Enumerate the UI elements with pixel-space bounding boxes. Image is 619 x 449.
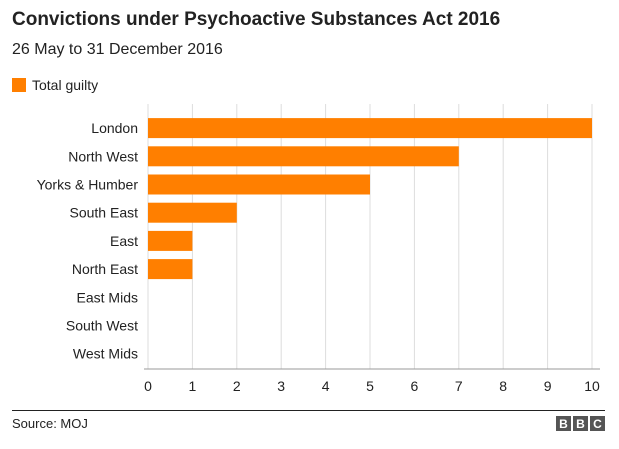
category-label: Yorks & Humber <box>37 177 139 193</box>
category-label: West Mids <box>73 346 138 362</box>
x-tick-label: 3 <box>277 378 285 394</box>
category-label: East <box>110 233 138 249</box>
x-tick-label: 6 <box>411 378 419 394</box>
bar <box>148 230 193 251</box>
bar <box>148 202 237 223</box>
bar <box>148 146 459 167</box>
x-tick-label: 10 <box>584 378 600 394</box>
grid-lines <box>147 104 593 369</box>
bbc-logo-letter: C <box>590 416 605 431</box>
bbc-logo-letter: B <box>573 416 588 431</box>
x-tick-label: 7 <box>455 378 463 394</box>
legend-label: Total guilty <box>32 77 99 93</box>
category-label: South East <box>70 205 139 221</box>
x-tick-label: 2 <box>233 378 241 394</box>
x-tick-label: 4 <box>322 378 330 394</box>
legend: Total guilty <box>12 77 98 93</box>
bars <box>148 118 592 280</box>
category-label: North East <box>72 261 138 277</box>
x-tick-labels: 0 1 2 3 4 5 6 7 8 9 10 <box>144 378 600 394</box>
category-label: East Mids <box>77 289 138 305</box>
bbc-logo: B B C <box>556 416 605 431</box>
bar <box>148 259 193 280</box>
chart-subtitle: 26 May to 31 December 2016 <box>12 41 223 58</box>
bar <box>148 118 592 139</box>
legend-swatch <box>12 78 26 92</box>
footer-divider <box>12 410 605 411</box>
x-tick-label: 8 <box>499 378 507 394</box>
bar <box>148 174 370 195</box>
x-tick-label: 5 <box>366 378 374 394</box>
bbc-logo-letter: B <box>556 416 571 431</box>
x-tick-label: 1 <box>189 378 197 394</box>
source-note: Source: MOJ <box>12 416 88 431</box>
x-tick-label: 9 <box>544 378 552 394</box>
category-label: South West <box>66 318 138 334</box>
chart-title: Convictions under Psychoactive Substance… <box>12 9 501 30</box>
category-label: North West <box>68 148 138 164</box>
x-tick-label: 0 <box>144 378 152 394</box>
category-label: London <box>91 120 138 136</box>
category-labels: London North West Yorks & Humber South East… <box>37 120 139 362</box>
